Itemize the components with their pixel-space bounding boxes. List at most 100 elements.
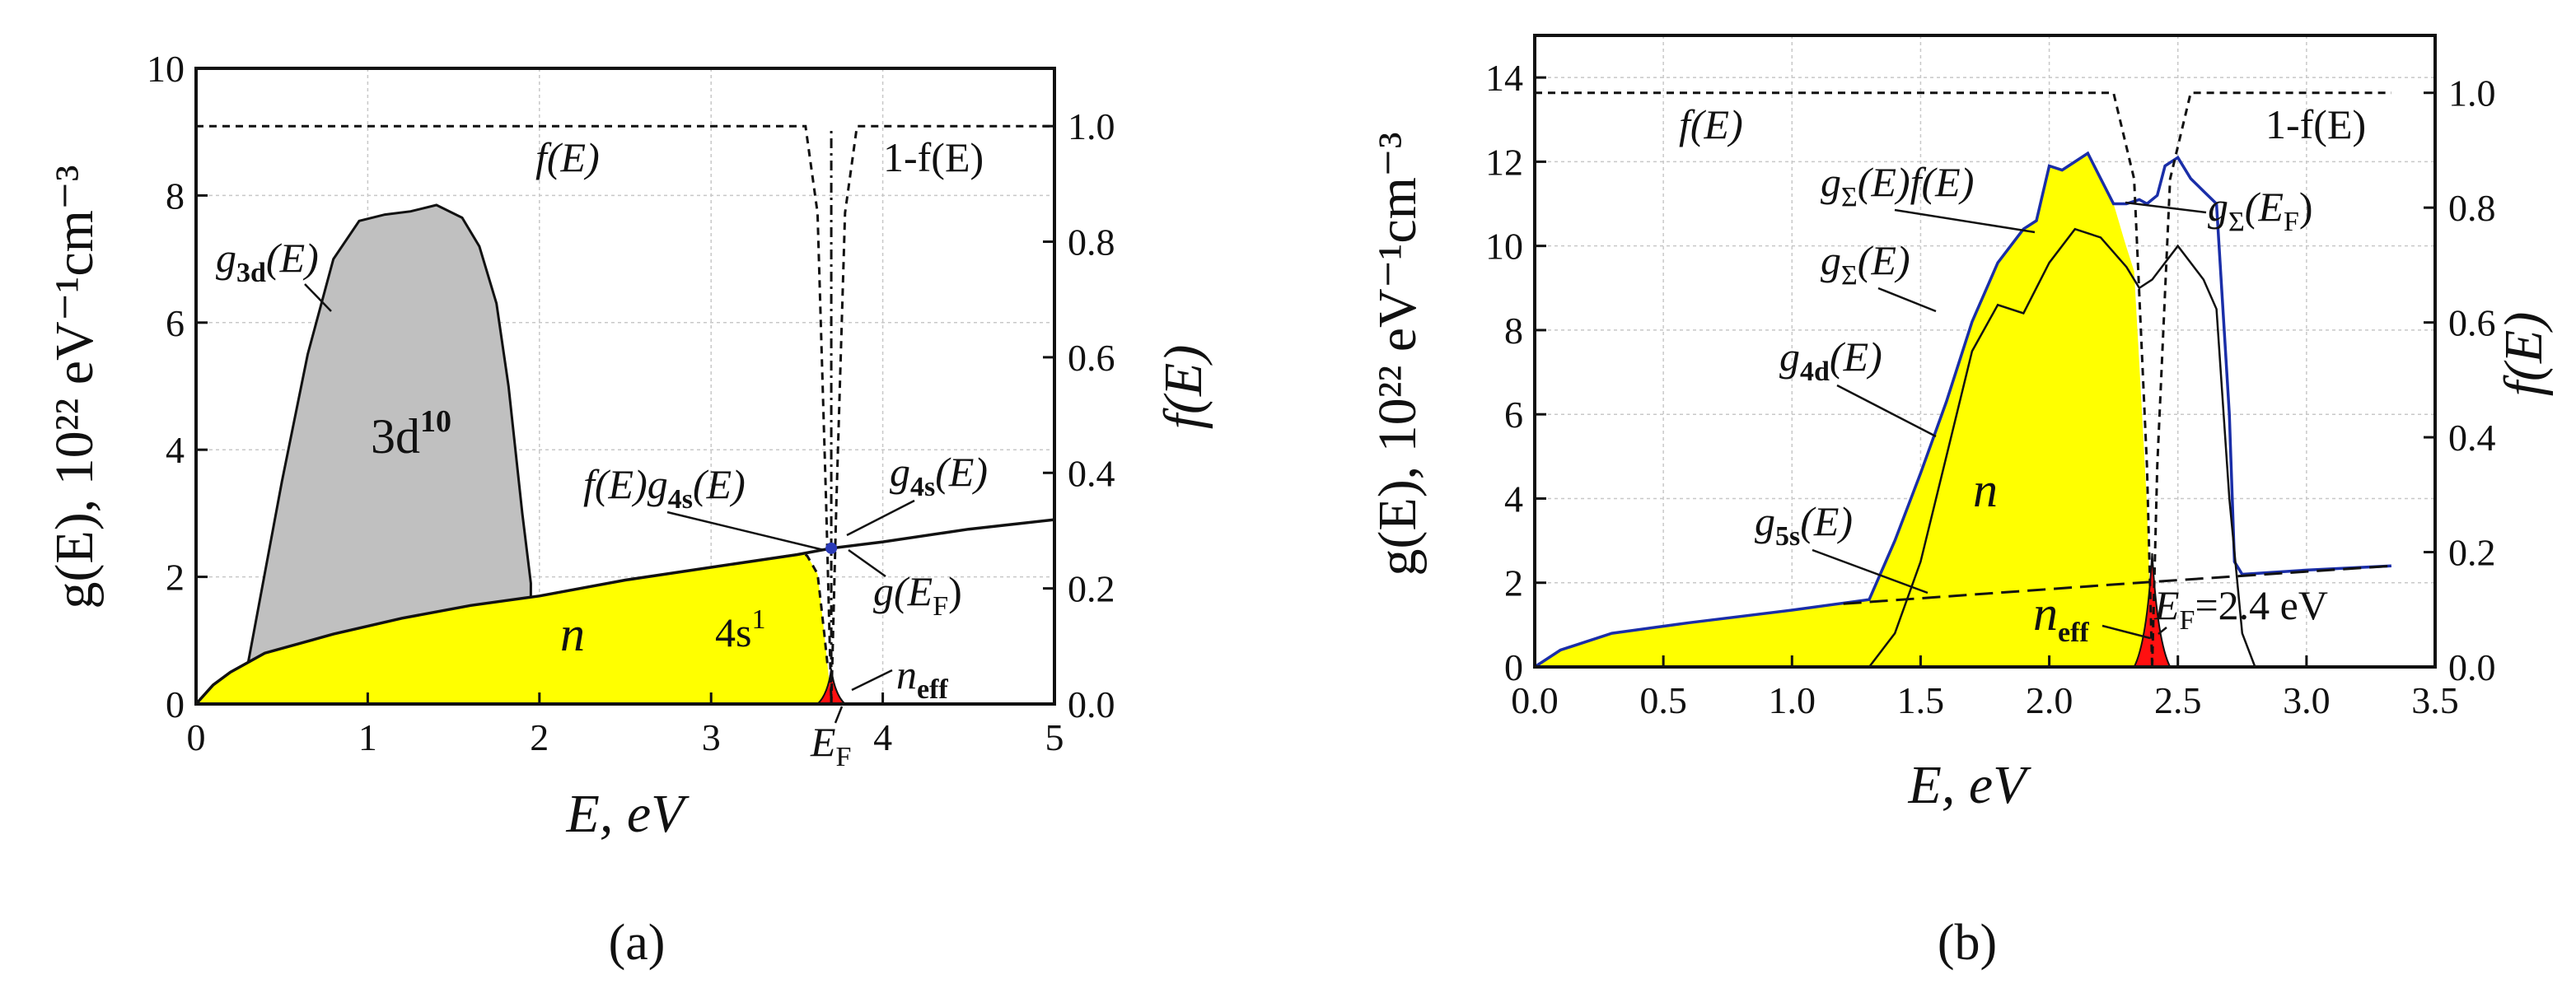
g-sigma-label: gΣ(E) [1821,237,1910,291]
y2-tick-label: 0.4 [1068,452,1115,494]
y-axis-label: g(E), 10²² eV⁻¹cm⁻³ [1367,132,1428,576]
panel-b-label: (b) [1938,915,1997,971]
y-tick-label: 10 [1485,226,1523,268]
x-tick-label: 1 [358,716,377,758]
neff-label: neff [896,651,948,705]
y2-tick-label: 1.0 [2448,72,2496,114]
x-tick-label: 2.0 [2026,679,2073,721]
3d10-label: 3d10 [371,404,451,464]
x-axis-label: E, eV [1908,755,2032,815]
x-tick-label: 3.5 [2411,679,2459,721]
axis-ticks: 0 1 2 3 4 5 0 2 4 6 8 10 0.0 0.2 0.4 0.6 0.8 1.0 [147,48,1115,758]
y2-tick-label: 0.8 [2448,187,2496,229]
y2-tick-label: 0.2 [1068,568,1115,610]
g-sigma-EF-pointer [2125,201,2207,214]
x-tick-label: 0.5 [1639,679,1687,721]
x-tick-label: 5 [1045,716,1064,758]
y-tick-label: 6 [1504,394,1523,436]
y-tick-label: 6 [166,302,185,344]
plot-frame [194,67,1056,706]
occupied-4s-fill-area [196,553,832,704]
g3d-pointer [304,283,332,312]
occupied-states-fill-area [1535,153,2153,667]
x-axis-label: E, eV [566,784,690,844]
y-tick-label: 0 [166,683,185,725]
y-tick-label: 2 [166,557,185,599]
y-tick-label: 8 [166,175,185,217]
x-tick-label: 2 [530,716,549,758]
y-tick-label: 10 [147,48,185,90]
y-axis-label: g(E), 10²² eV⁻¹cm⁻³ [44,165,105,608]
y-tick-label: 0 [1504,646,1523,688]
y2-tick-label: 0.0 [2448,646,2496,688]
y2-axis-label: f(E) [2494,312,2554,397]
neff-pointer [2101,624,2151,640]
f-g4s-pointer [666,510,825,552]
neff-pointer [851,669,893,692]
one-minus-f-curve [830,124,1054,704]
neff-fill-area [2133,552,2172,667]
n-label: n [1973,463,1998,517]
y2-tick-label: 0.6 [2448,302,2496,344]
g4s-curve [196,518,1054,704]
g-sigma-f-label: gΣ(E)f(E) [1821,159,1974,212]
g-sigma-pointer [1877,287,1937,313]
EF-pointer [2158,627,2167,635]
x-tick-label: 3 [702,716,721,758]
EF-pointer [834,706,844,724]
one-minus-f-label: 1-f(E) [883,134,984,180]
f-label: f(E) [1679,101,1743,147]
g3d-fill-area [246,203,532,666]
x-tick-label: 0 [187,716,206,758]
x-tick-label: 3.0 [2283,679,2331,721]
y2-tick-label: 0.6 [1068,337,1115,379]
y-tick-label: 2 [1504,562,1523,604]
neff-label: neff [2033,586,2089,648]
gEF-pointer [848,548,886,578]
f-label: f(E) [535,134,600,180]
y2-axis-label: f(E) [1153,345,1213,430]
g4d-curve [1868,227,2256,667]
fermi-function-curve [1535,91,2153,667]
x-tick-label: 1.5 [1897,679,1945,721]
g4d-label: g4d(E) [1779,333,1882,387]
y2-tick-label: 0.4 [2448,417,2496,459]
panel-b: 0.0 0.5 1.0 1.5 2.0 2.5 3.0 3.5 0 2 4 6 8 10 12 14 0.0 0.… [1367,34,2554,971]
y2-tick-label: 0.0 [1068,683,1115,725]
y-tick-label: 8 [1504,310,1523,352]
f-g4s-label: f(E)g4s(E) [583,461,746,515]
x-tick-label: 1.0 [1769,679,1816,721]
y2-tick-label: 1.0 [1068,105,1115,147]
y-tick-label: 14 [1485,57,1523,99]
gEF-label: g(EF) [873,568,962,622]
4s1-label: 4s1 [715,604,765,655]
y-tick-label: 12 [1485,141,1523,183]
g-sigma-f-pointer [1894,208,2036,234]
n-label: n [560,607,585,661]
one-minus-f-label: 1-f(E) [2265,101,2366,147]
g3d-label: g3d(E) [216,235,319,288]
gEF-marker [825,542,838,554]
y-tick-label: 4 [166,429,185,471]
panel-a-label: (a) [609,915,666,971]
x-tick-label: 4 [873,716,892,758]
y2-tick-label: 0.2 [2448,532,2496,574]
f-times-g4s-curve [779,552,830,669]
y-tick-label: 4 [1504,478,1523,520]
g4d-pointer [1836,384,1937,438]
g4s-pointer [846,499,915,537]
g4s-label: g4s(E) [890,449,988,502]
x-tick-label: 0.0 [1511,679,1559,721]
EF-value-label: EF=2.4 eV [2153,582,2328,636]
g5s-curve [1843,564,2391,605]
EF-label: EF [810,719,851,772]
axis-ticks: 0.0 0.5 1.0 1.5 2.0 2.5 3.0 3.5 0 2 4 6 8 10 12 14 0.0 0.… [1485,57,2496,721]
y2-tick-label: 0.8 [1068,221,1115,263]
panel-a: 0 1 2 3 4 5 0 2 4 6 8 10 0.0 0.2 0.4 0.6 0.8 1.0 E, eV g(… [44,48,1213,971]
g-sigma-EF-label: gΣ(EF) [2208,184,2313,237]
x-tick-label: 2.5 [2154,679,2202,721]
one-minus-f-curve [2151,91,2391,667]
g5s-label: g5s(E) [1755,498,1853,552]
plot-frame [1533,34,2437,669]
